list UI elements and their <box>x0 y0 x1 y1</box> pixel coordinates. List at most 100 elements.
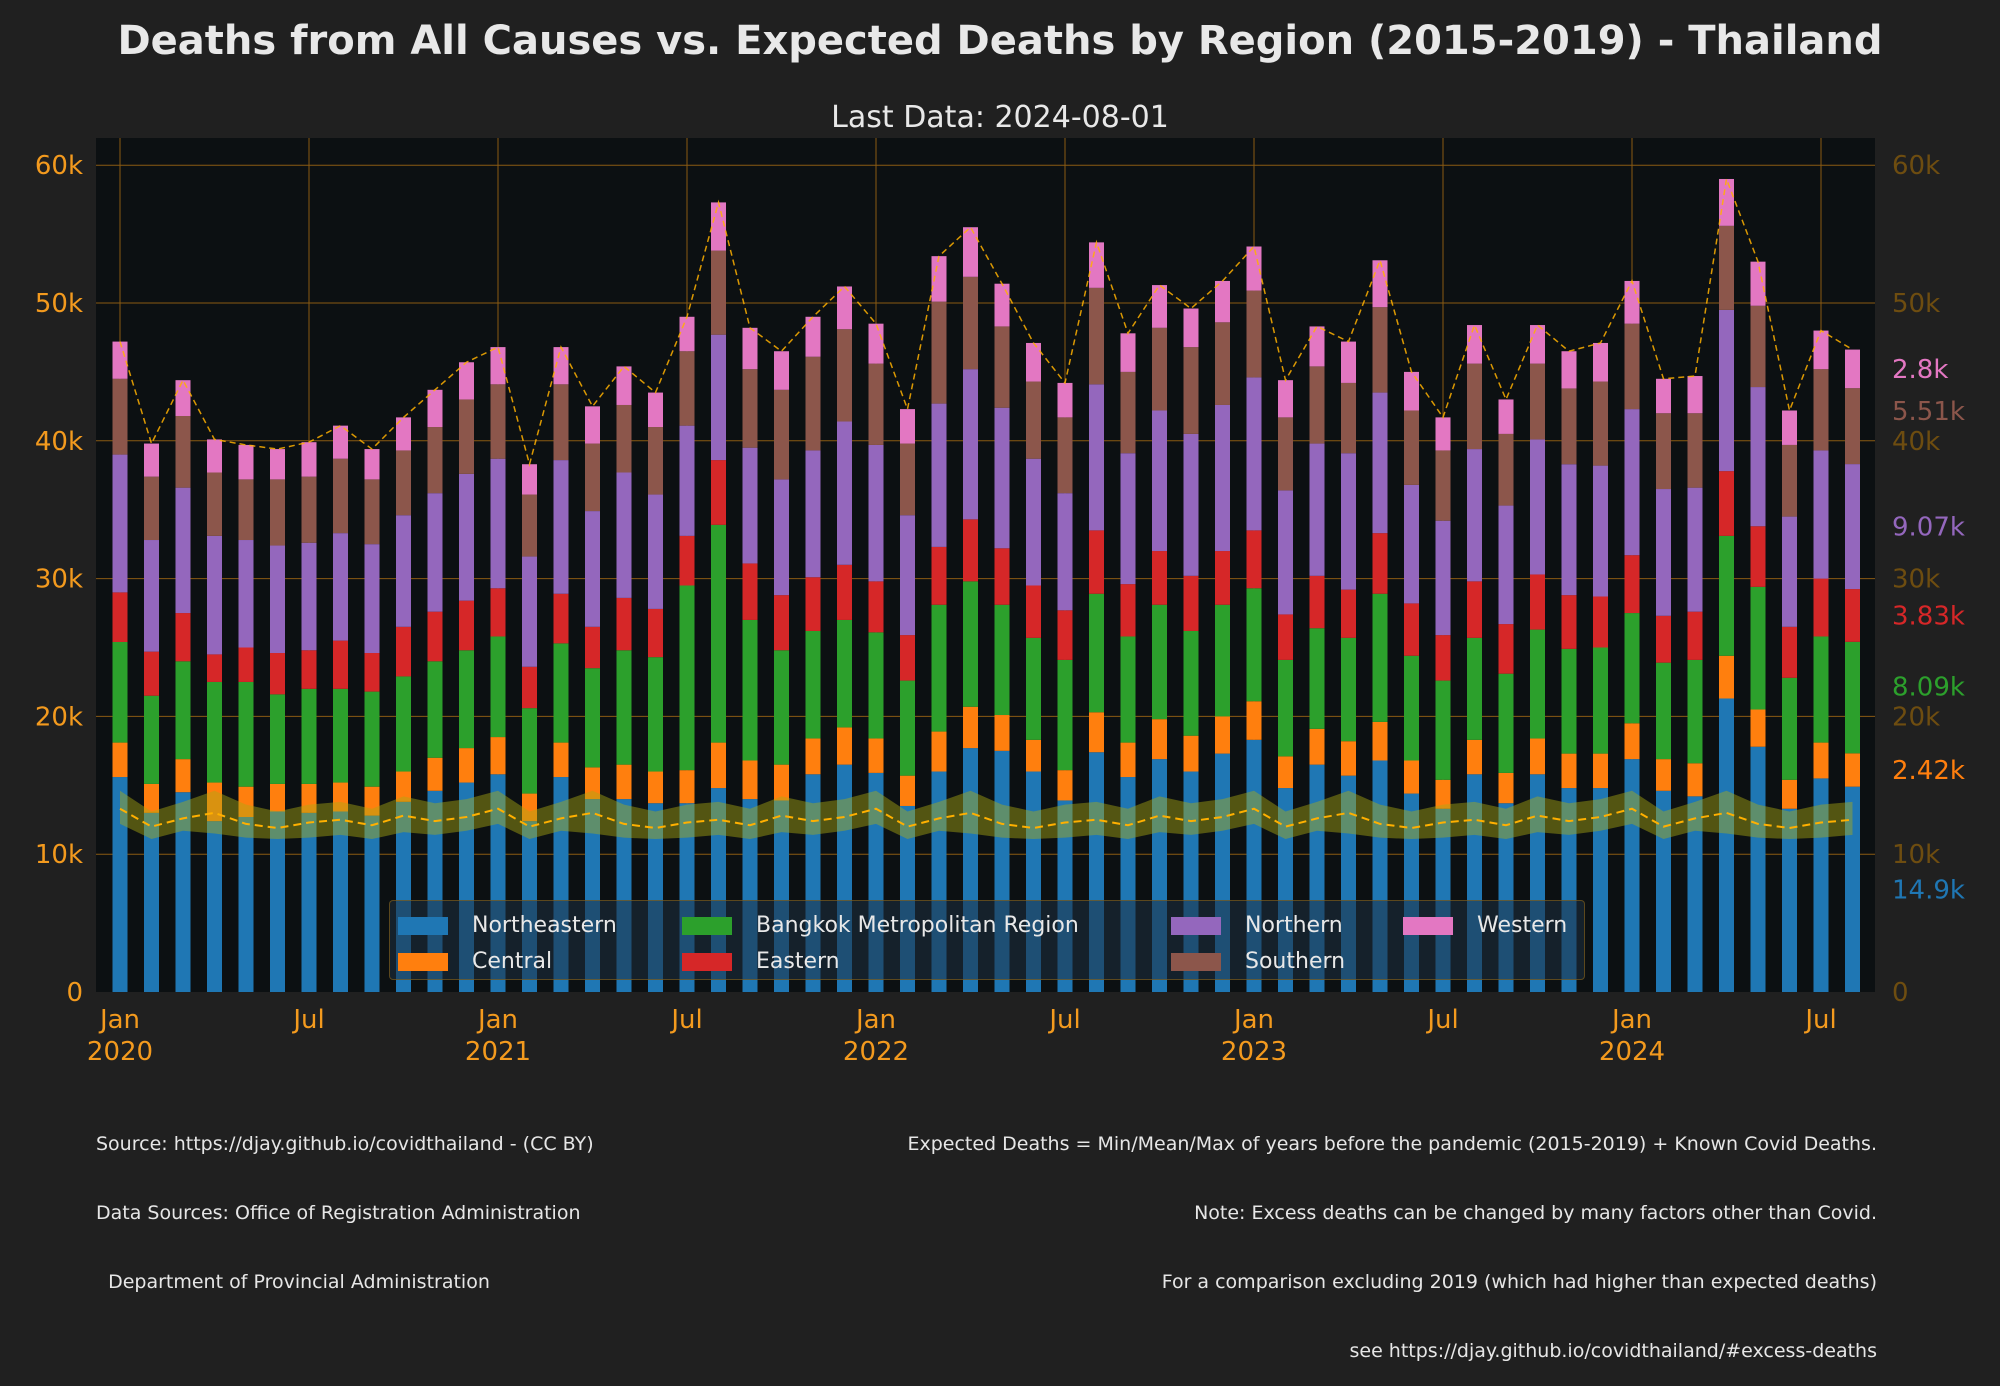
legend-item: Central <box>398 949 552 974</box>
bar-segment-northern <box>490 458 506 589</box>
bar-segment-northeastern <box>364 815 380 992</box>
bar-segment-eastern <box>1656 615 1671 663</box>
bar-segment-bangkok-metropolitan-region <box>1341 637 1356 742</box>
bar-segment-central <box>301 783 317 813</box>
legend-item: Bangkok Metropolitan Region <box>682 913 1079 938</box>
bar-segment-northern <box>396 515 411 627</box>
legend-label: Eastern <box>756 949 840 974</box>
bar-segment-northeastern <box>1593 788 1608 992</box>
bar-segment-southern <box>900 443 915 516</box>
bar-segment-southern <box>1435 450 1451 521</box>
bar-segment-bangkok-metropolitan-region <box>364 691 380 787</box>
bar-segment-bangkok-metropolitan-region <box>490 636 506 738</box>
bar-segment-southern <box>427 427 443 494</box>
bar-segment-bangkok-metropolitan-region <box>522 708 537 794</box>
series-end-label: 2.42k <box>1892 756 1965 786</box>
bar-segment-bangkok-metropolitan-region <box>616 650 632 765</box>
bar-segment-eastern <box>144 651 159 696</box>
bar-segment-central <box>1183 735 1199 772</box>
right-y-tick-label: 0 <box>1892 978 1909 1008</box>
legend-label: Northeastern <box>472 913 617 938</box>
bar-segment-bangkok-metropolitan-region <box>1278 659 1293 757</box>
bar-segment-western <box>963 227 978 277</box>
x-tick-year-label: 2024 <box>1599 1037 1665 1067</box>
x-tick-label: Jul <box>291 1005 324 1035</box>
bar-segment-southern <box>1467 363 1482 450</box>
bar-segment-central <box>774 764 789 801</box>
bar-segment-bangkok-metropolitan-region <box>837 619 852 728</box>
bar-segment-northern <box>553 460 569 594</box>
bar-segment-southern <box>364 479 380 545</box>
bar-segment-central <box>1719 655 1734 699</box>
bar-segment-western <box>1593 342 1608 382</box>
bar-segment-eastern <box>1309 575 1325 629</box>
bar-segment-southern <box>837 329 852 422</box>
y-tick-label: 60k <box>35 151 83 181</box>
right-y-tick-label: 10k <box>1892 840 1940 870</box>
bar-segment-bangkok-metropolitan-region <box>1845 641 1860 754</box>
chart-title: Deaths from All Causes vs. Expected Deat… <box>117 18 1883 64</box>
bar-segment-northern <box>616 472 632 598</box>
right-y-tick-label: 50k <box>1892 289 1940 319</box>
bar-segment-central <box>1372 721 1388 761</box>
bar-segment-eastern <box>963 519 978 582</box>
bar-segment-northern <box>1813 450 1829 579</box>
bar-segment-central <box>1624 723 1640 760</box>
bar-segment-western <box>333 425 348 459</box>
bar-segment-western <box>1687 376 1703 414</box>
bar-segment-eastern <box>1089 530 1104 594</box>
bar-segment-western <box>1341 341 1356 383</box>
bar-segment-southern <box>459 399 474 474</box>
bar-segment-southern <box>1309 366 1325 444</box>
expected-deaths-mean-line <box>119 807 1853 830</box>
bar-segment-western <box>1026 342 1041 382</box>
bar-segment-bangkok-metropolitan-region <box>270 694 285 784</box>
bar-segment-central <box>427 757 443 791</box>
bar-segment-bangkok-metropolitan-region <box>396 676 411 772</box>
bar-segment-bangkok-metropolitan-region <box>1120 636 1136 743</box>
bar-segment-eastern <box>1845 589 1860 642</box>
bar-segment-northern <box>1593 465 1608 597</box>
legend-item: Western <box>1403 913 1567 938</box>
right-y-tick-label: 20k <box>1892 702 1940 732</box>
bar-segment-southern <box>1089 287 1104 385</box>
bar-segment-central <box>238 786 254 817</box>
data-sources-line-2: Department of Provincial Administration <box>96 1271 490 1293</box>
bar-segment-bangkok-metropolitan-region <box>1057 659 1073 771</box>
bar-segment-western <box>1498 399 1514 434</box>
bar-segment-western <box>364 449 380 480</box>
bar-segment-eastern <box>427 611 443 662</box>
bar-segment-northeastern <box>1719 698 1734 992</box>
bar-segment-eastern <box>1561 595 1577 649</box>
bar-segment-western <box>427 389 443 428</box>
legend-label: Western <box>1477 913 1568 938</box>
bar-segment-bangkok-metropolitan-region <box>1372 593 1388 722</box>
bar-segment-bangkok-metropolitan-region <box>238 681 254 787</box>
bar-segment-bangkok-metropolitan-region <box>1183 630 1199 736</box>
bar-segment-northeastern <box>112 777 128 992</box>
bar-segment-northern <box>1026 458 1041 586</box>
bar-segment-bangkok-metropolitan-region <box>553 643 569 743</box>
bar-segment-western <box>742 327 758 370</box>
bar-segment-western <box>1782 410 1797 445</box>
bar-segment-central <box>1561 753 1577 789</box>
bar-segment-eastern <box>459 600 474 651</box>
y-tick-label: 20k <box>35 702 83 732</box>
bar-segment-central <box>1341 741 1356 776</box>
bar-segment-bangkok-metropolitan-region <box>742 619 758 761</box>
bar-segment-southern <box>175 415 191 488</box>
bar-segment-western <box>837 286 852 330</box>
bar-segment-bangkok-metropolitan-region <box>1593 647 1608 754</box>
bar-segment-central <box>994 715 1010 751</box>
bar-segment-northern <box>333 533 348 641</box>
bar-segment-northern <box>1435 520 1451 636</box>
bar-segment-southern <box>1183 347 1199 434</box>
bar-segment-southern <box>1026 381 1041 459</box>
bar-segment-bangkok-metropolitan-region <box>1656 662 1671 760</box>
bar-segment-northern <box>1498 505 1514 625</box>
bar-segment-bangkok-metropolitan-region <box>1467 637 1482 740</box>
bar-segment-northern <box>742 447 758 564</box>
legend-item: Eastern <box>682 949 840 974</box>
x-tick-label: Jul <box>1803 1005 1836 1035</box>
right-y-tick-label: 30k <box>1892 565 1940 595</box>
